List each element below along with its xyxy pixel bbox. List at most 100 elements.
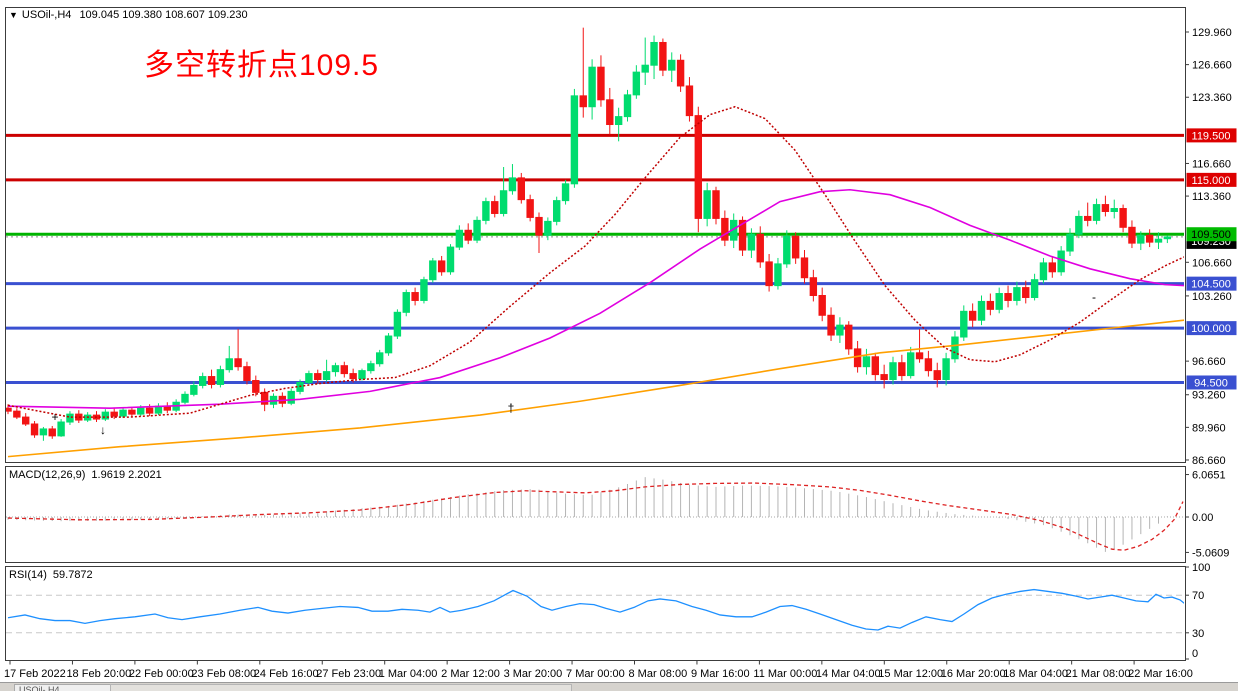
annotation-text[interactable]: 多空转折点109.5 <box>144 49 380 82</box>
candle-body <box>110 411 118 417</box>
candle-body <box>340 365 349 375</box>
candle-body <box>66 413 74 423</box>
candle-body <box>933 370 941 381</box>
macd-values: 1.9619 2.2021 <box>91 469 162 481</box>
price-badge-label: 100.000 <box>1191 323 1231 335</box>
candle-body <box>1137 234 1145 244</box>
candle-body <box>199 376 207 386</box>
candle-body <box>376 352 384 365</box>
candle-body <box>6 407 12 412</box>
candle-body <box>1101 204 1110 212</box>
chart-tabs-strip: USOil-,H4 <box>0 682 1238 691</box>
macd-panel-frame <box>5 466 1186 563</box>
candle-body <box>738 219 747 251</box>
price-badge <box>1186 375 1237 390</box>
candle-body <box>260 391 269 405</box>
price-badge-label: 104.500 <box>1191 279 1231 291</box>
price-badge-label: 109.500 <box>1191 229 1231 241</box>
candle-body <box>1092 204 1101 221</box>
chart-tab-active[interactable]: USOil-,H4 <box>14 684 112 691</box>
candle-body <box>791 235 800 259</box>
time-axis-label: 18 Mar 04:00 <box>1003 668 1068 680</box>
candle-body <box>101 411 110 420</box>
candle-body <box>818 295 826 316</box>
candle-body <box>588 66 596 108</box>
chart-object-marker[interactable]: ↓ <box>100 423 106 437</box>
time-axis-label: 17 Feb 2022 <box>4 668 66 680</box>
candle-body <box>951 336 959 360</box>
candle-body <box>402 292 410 313</box>
time-axis-label: 27 Feb 23:00 <box>316 668 381 680</box>
candle-body <box>1066 233 1074 252</box>
time-axis-label: 7 Mar 00:00 <box>566 668 625 680</box>
ma-fast-darkred <box>7 105 1184 418</box>
candle-body <box>986 300 995 310</box>
price-axis-label: 116.660 <box>1192 158 1231 170</box>
macd-panel-layer <box>6 477 1184 552</box>
candle-body <box>809 277 818 297</box>
candle-body <box>464 229 472 241</box>
time-axis-label: 3 Mar 20:00 <box>504 668 563 680</box>
candle-body <box>676 59 685 87</box>
candle-body <box>924 358 933 372</box>
candle-body <box>1075 215 1083 235</box>
time-axis-label: 8 Mar 08:00 <box>629 668 688 680</box>
time-axis-label: 22 Feb 00:00 <box>129 668 194 680</box>
chart-object-marker[interactable]: † <box>508 401 515 415</box>
price-badge <box>1186 172 1237 187</box>
candle-body <box>13 410 21 418</box>
candle-body <box>322 371 331 381</box>
price-axis-label: 103.260 <box>1192 291 1232 303</box>
candle-body <box>145 407 154 414</box>
macd-signal-line <box>7 482 1184 551</box>
time-axis-label: 24 Feb 16:00 <box>254 668 319 680</box>
candle-body <box>915 352 924 360</box>
right-axis[interactable]: 129.960 126.660 123.360 116.660 113.360 106.6… <box>1185 27 1237 660</box>
time-axis-label: 11 Mar 00:00 <box>753 668 817 680</box>
candle-body <box>234 358 242 368</box>
price-badge <box>1186 227 1237 242</box>
candle-body <box>30 423 39 436</box>
candle-body <box>721 217 729 241</box>
candle-body <box>703 190 711 219</box>
ohlc-values: 109.045 109.380 108.607 109.230 <box>79 9 248 21</box>
candle-body <box>597 66 605 101</box>
candle-body <box>968 310 977 321</box>
macd-indicator-label: MACD(12,26,9) 1.9619 2.2021 <box>9 469 168 481</box>
candle-body <box>871 356 879 376</box>
candle-body <box>39 428 48 436</box>
candle-body <box>977 300 986 321</box>
candle-body <box>367 363 375 372</box>
time-axis-label: 1 Mar 04:00 <box>379 668 438 680</box>
chart-object-marker[interactable]: + <box>51 410 58 424</box>
chart-object-marker[interactable]: - <box>1092 290 1096 304</box>
candle-body <box>1110 208 1118 212</box>
candle-body <box>836 324 844 336</box>
candle-body <box>995 293 1003 310</box>
macd-name: MACD(12,26,9) <box>9 469 86 481</box>
candle-body <box>491 201 499 214</box>
candle-body <box>128 409 136 415</box>
candle-body <box>845 324 853 350</box>
rsi-line <box>7 588 1184 631</box>
candle-body <box>305 373 313 383</box>
candle-body <box>853 348 862 368</box>
time-axis-label: 9 Mar 16:00 <box>691 668 750 680</box>
price-axis-label: 129.960 <box>1192 27 1232 39</box>
candle-body <box>880 374 888 381</box>
rsi-axis-label: 0 <box>1192 648 1198 660</box>
candle-body <box>1163 236 1172 240</box>
dropdown-arrow-icon[interactable]: ▼ <box>9 10 18 20</box>
candle-body <box>207 376 216 385</box>
price-axis-label: 113.360 <box>1192 191 1231 203</box>
candle-body <box>783 235 791 265</box>
chart-tab-area[interactable] <box>110 684 572 691</box>
candle-body <box>517 177 525 201</box>
candle-body <box>1039 262 1048 281</box>
candle-body <box>499 190 508 214</box>
macd-axis-label: 6.0651 <box>1192 470 1226 482</box>
candle-body <box>216 369 225 385</box>
candle-body <box>252 380 260 393</box>
